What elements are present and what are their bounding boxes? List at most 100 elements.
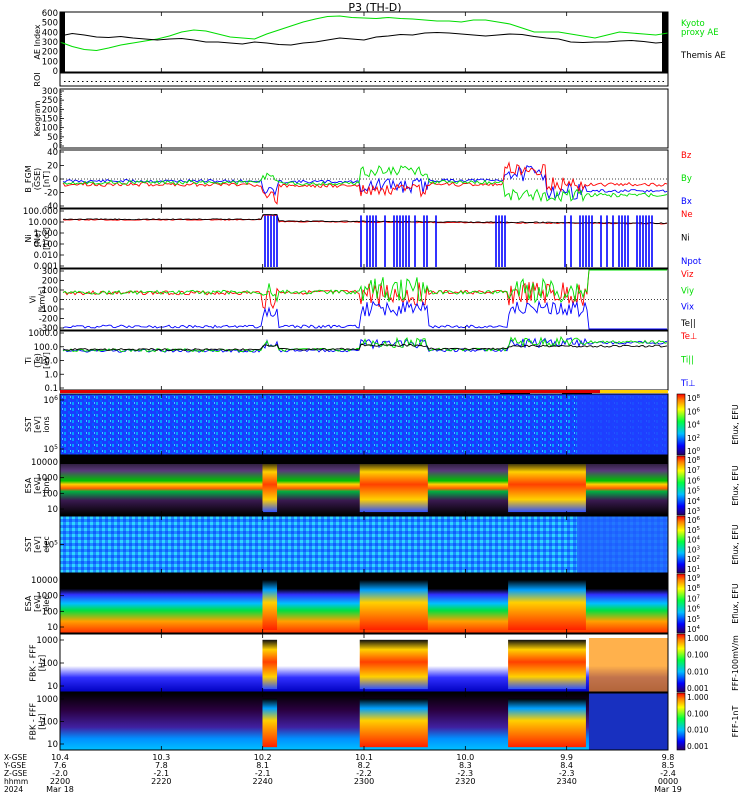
orbit-value: 2220	[151, 777, 171, 786]
esa_i-plasma-sheet-1	[359, 461, 428, 513]
fbk_b-ytick-label: 10	[47, 740, 58, 750]
esa_i-ytick-label: 10	[47, 505, 58, 515]
temp-ylabel-line: Ti	[24, 357, 33, 365]
sst_i-ylabel: SST[eV]ions	[24, 416, 51, 433]
mode-bar-slow	[600, 390, 668, 393]
sst_e-colorbar-exp: 3	[697, 545, 701, 551]
ae-ytick-label: 300	[42, 38, 58, 48]
sst_i-colorbar-exp: 4	[697, 421, 701, 427]
ae-ytick-label: 500	[42, 19, 58, 29]
fbk_e-colorbar-tick: 0.100	[687, 651, 709, 660]
ae-ytick-label: 600	[42, 9, 58, 19]
ae-series-line	[59, 31, 669, 46]
orbit-value: 2300	[354, 777, 374, 786]
temp-tipar-trace	[62, 335, 668, 353]
esa_i-ylabel-line: [eV]	[33, 477, 42, 494]
esa_e-ylabel-line: ESA	[24, 595, 33, 611]
orbit-value: -2.3	[559, 769, 575, 778]
velocity-ytick-label: 0	[53, 296, 58, 306]
velocity-legend-line: Te||	[680, 319, 696, 329]
bfgm-legend-line: Bz	[681, 151, 692, 161]
keogram-ylabel-line: Keogram	[33, 100, 42, 136]
esa_i-colorbar-exp: 3	[697, 507, 701, 513]
keogram-ytick-label: 50	[47, 133, 58, 143]
fbk_b-colorbar	[676, 692, 686, 751]
orbit-date-end: Mar 19	[654, 785, 682, 794]
esa_i-colorbar-tick: 108	[687, 456, 701, 465]
fbk_e-colorbar-label: FFF-100mV/m	[731, 635, 740, 691]
esa_e-plasma-sheet-2	[508, 579, 586, 631]
density-ylabel: Ni(Ne)[1/cc]	[24, 227, 51, 250]
fbk_e-late-region	[588, 638, 668, 692]
velocity-legend-line: Vix	[681, 303, 694, 313]
sst_e-colorbar-tick: 101	[687, 565, 700, 574]
fbk_b-colorbar-label: FFF-1nT	[731, 706, 740, 738]
sst_i-ytick-label: 106	[43, 395, 58, 406]
bfgm-ylabel-line: [nT]	[42, 171, 51, 187]
keogram-frame	[59, 88, 669, 149]
sst_e-ylabel-line: SST	[24, 537, 33, 552]
temp-legend-line: Te⊥	[680, 332, 697, 342]
sst_e-colorbar-tick: 105	[687, 526, 701, 535]
fbk_b-ytick-label: 100	[42, 718, 58, 728]
bfgm-ytick-label: 0	[53, 175, 58, 185]
orbit-value: 8.4	[560, 761, 573, 770]
esa_e-colorbar	[676, 573, 686, 634]
sst_i-colorbar-tick: 102	[687, 434, 700, 443]
sst_i-ylabel-line: SST	[24, 417, 33, 432]
velocity-ytick-label: 100	[42, 286, 58, 296]
esa_i-ytick-label: 100	[42, 489, 58, 499]
orbit-axis: X-GSE Y-GSE Z-GSE hhmm 2024 10.4 10.3 10.2 10.1 1…	[3, 753, 682, 794]
sst_e-colorbar-exp: 6	[697, 516, 701, 522]
velocity-legend-item: Viy	[681, 286, 694, 296]
orbit-value: 8.2	[358, 761, 371, 770]
sst_i-colorbar-exp: 0	[697, 447, 701, 453]
esa_e-colorbar-exp: 7	[697, 594, 701, 600]
temp-ytick-label: 1000.0	[28, 329, 58, 339]
sst_i-ytick-label: 105	[43, 444, 58, 455]
ae-ytick-label: 200	[42, 48, 58, 58]
sst_i-colorbar	[676, 393, 686, 456]
sst_i-colorbar-exp: 8	[697, 394, 701, 400]
sst_i-background	[60, 394, 668, 455]
velocity-legend-line: Viz	[681, 270, 694, 280]
esa_e-colorbar-tick: 107	[687, 594, 701, 603]
velocity-legend-line: Viy	[681, 286, 694, 296]
orbit-value: 10.3	[152, 753, 170, 762]
velocity-vix-trace	[62, 299, 667, 330]
esa_e-ylabel-line: [eV]	[33, 595, 42, 612]
esa_e-ytick-label: 10000	[31, 576, 58, 586]
ae-legend-line: proxy AE	[681, 28, 719, 38]
orbit-value: 9.8	[662, 753, 675, 762]
roi-frame	[59, 72, 669, 87]
esa_i-ylabel-line: ESA	[24, 477, 33, 493]
fbk_b-ylabel-line: FBK - FFF	[29, 703, 38, 741]
temp-legend-item: Ti||	[680, 356, 694, 366]
sst_i-ylabel-line: [eV]	[33, 416, 42, 433]
velocity-viy-trace	[62, 269, 667, 304]
density-legend-item: Ne	[681, 210, 693, 220]
orbit-row-label: X-GSE	[4, 753, 27, 762]
orbit-row-label: hhmm	[4, 777, 28, 786]
velocity-legend-item: Vix	[681, 303, 694, 313]
ae-series-line	[59, 15, 669, 52]
esa_e-colorbar-exp: 8	[697, 584, 701, 590]
velocity-ylabel-line: Vi	[29, 296, 38, 304]
ae-legend-item: Kyoto proxy AE	[681, 19, 719, 38]
sst_e-ylabel-line: [eV]	[33, 536, 42, 553]
density-ylabel-line: (Ne)	[33, 230, 42, 247]
orbit-value: -2.4	[660, 769, 676, 778]
ae-ytick-label: 0	[53, 67, 58, 77]
fbk_e-ytick-label: 1000	[36, 636, 58, 646]
fbk_e-ylabel-line: FBK - FFF	[29, 644, 38, 682]
density-ytick-label: 0.100	[34, 240, 58, 250]
sst_e-colorbar-exp: 4	[697, 536, 701, 542]
temp-ylabel-line: (Te)	[33, 353, 42, 368]
esa_i-colorbar-tick: 106	[687, 476, 701, 485]
fbk_b-colorbar-tick: 0.100	[687, 709, 709, 718]
velocity-legend-item: Te||	[680, 319, 696, 329]
sst_e-colorbar-exp: 1	[697, 565, 701, 571]
temp-ytick-label: 0.1	[44, 384, 58, 394]
orbit-value: 9.9	[560, 753, 573, 762]
sst_e-background	[60, 516, 668, 573]
